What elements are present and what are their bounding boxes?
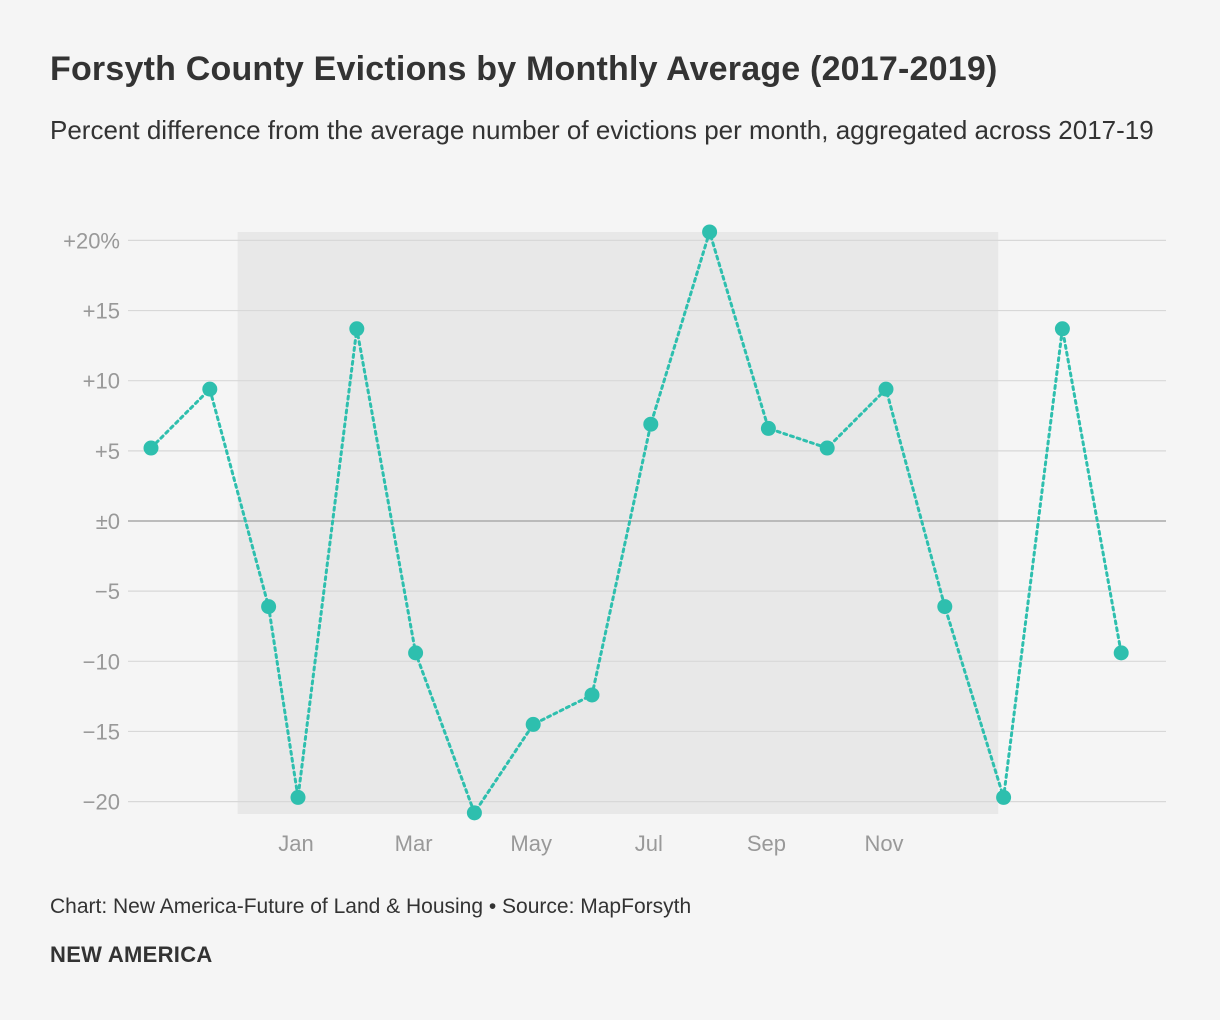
series-line-layer: [149, 230, 1123, 815]
data-point: [261, 599, 277, 615]
x-tick-label: Mar: [395, 831, 433, 856]
y-tick-label: +5: [95, 439, 120, 464]
x-axis-ticks: Jan Mar May Jul Sep Nov: [278, 831, 903, 856]
data-point: [349, 321, 365, 337]
data-point: [702, 224, 718, 240]
data-point: [584, 687, 600, 703]
chart-credit: Chart: New America-Future of Land & Hous…: [50, 895, 692, 918]
x-tick-label: Jul: [635, 831, 663, 856]
data-point: [408, 645, 424, 661]
y-tick-label: +20%: [63, 228, 120, 253]
chart-title: Forsyth County Evictions by Monthly Aver…: [50, 50, 998, 88]
data-point: [937, 599, 953, 615]
y-tick-label: −20: [83, 790, 120, 815]
x-tick-label: Jan: [278, 831, 313, 856]
data-point: [819, 440, 835, 456]
data-point: [1054, 321, 1070, 337]
y-tick-label: −5: [95, 579, 120, 604]
highlight-band-layer: [237, 232, 999, 814]
data-point: [466, 805, 482, 821]
y-tick-label: −15: [83, 719, 120, 744]
series-points: [143, 224, 1129, 821]
data-point: [202, 381, 218, 397]
data-point: [760, 420, 776, 436]
data-point: [290, 789, 306, 805]
x-tick-label: May: [510, 831, 552, 856]
data-point: [1113, 645, 1129, 661]
y-axis-ticks: +20% +15 +10 +5 ±0 −5 −10 −15 −20: [63, 228, 120, 814]
x-tick-label: Nov: [864, 831, 903, 856]
highlight-band: [237, 232, 999, 814]
y-tick-label: +15: [83, 299, 120, 324]
data-point: [525, 716, 541, 732]
x-tick-label: Sep: [747, 831, 786, 856]
series-line: [149, 230, 1123, 815]
data-point: [996, 789, 1012, 805]
gridlines: [128, 239, 1166, 803]
y-tick-label: ±0: [96, 509, 120, 534]
y-tick-label: +10: [83, 369, 120, 394]
chart-subtitle: Percent difference from the average numb…: [50, 115, 1154, 145]
brand-logo-text: NEW AMERICA: [50, 942, 213, 967]
data-point: [643, 416, 659, 432]
data-point: [143, 440, 159, 456]
data-point: [878, 381, 894, 397]
y-tick-label: −10: [83, 649, 120, 674]
line-chart: +20% +15 +10 +5 ±0 −5 −10 −15 −20 Jan Mar May Jul Se…: [63, 224, 1166, 856]
